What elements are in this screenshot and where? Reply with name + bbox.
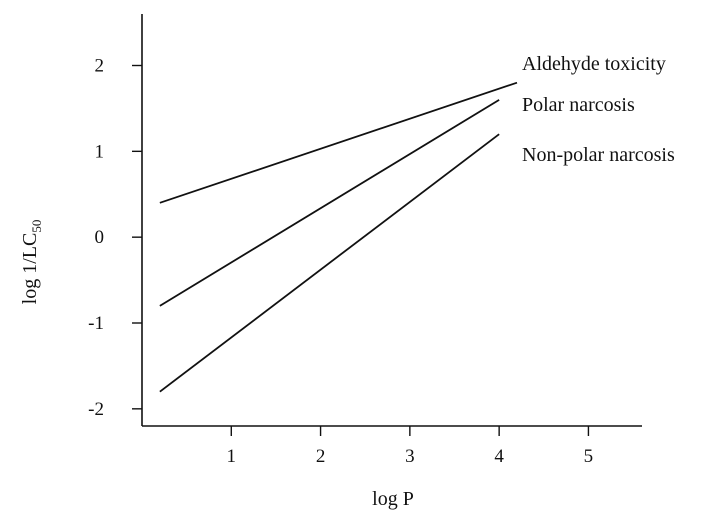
series-labels: Aldehyde toxicity Polar narcosis Non-polar… (522, 53, 675, 166)
y-tick-label: 1 (95, 141, 105, 162)
series-label-non-polar-narcosis: Non-polar narcosis (522, 144, 675, 166)
y-axis-title: log 1/LC50 (19, 220, 44, 305)
series-label-polar-narcosis: Polar narcosis (522, 94, 635, 116)
series-line-non-polar-narcosis (159, 133, 500, 393)
series-label-aldehyde-toxicity: Aldehyde toxicity (522, 53, 666, 75)
x-tick-label: 3 (405, 446, 415, 467)
y-tick-label: 2 (95, 56, 105, 77)
y-tick-label: 0 (95, 227, 105, 248)
axes (141, 14, 642, 427)
x-tick-label: 1 (227, 446, 237, 467)
series-line-aldehyde-toxicity (159, 81, 518, 204)
x-ticks: 1 2 3 4 5 (227, 426, 594, 467)
x-tick-label: 4 (494, 446, 504, 467)
y-axis-title-main: log 1/LC (19, 233, 41, 305)
y-tick-label: -2 (88, 399, 104, 420)
y-axis-title-subscript: 50 (29, 220, 44, 233)
x-tick-label: 2 (316, 446, 326, 467)
x-tick-label: 5 (584, 446, 594, 467)
y-ticks: 2 1 0 -1 -2 (88, 56, 142, 420)
series-line-polar-narcosis (159, 99, 500, 307)
x-axis-title: log P (372, 488, 414, 510)
series-lines (159, 81, 518, 393)
y-tick-label: -1 (88, 313, 104, 334)
